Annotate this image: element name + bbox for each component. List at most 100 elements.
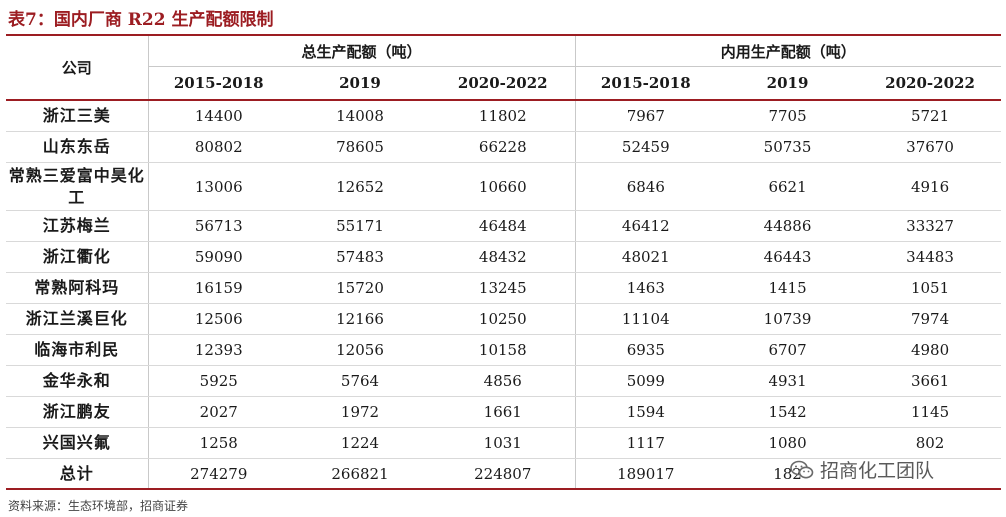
- table-cell: 46412: [574, 210, 717, 242]
- table-row: 兴国兴氟 1258 1224 1031 1117 1080 802: [6, 427, 1002, 459]
- table-cell: 14008: [289, 100, 431, 132]
- table-cell: 66228: [431, 131, 576, 163]
- table-cell: 5925: [147, 365, 289, 397]
- table-row: 山东东岳 80802 78605 66228 52459 50735 37670: [6, 131, 1002, 163]
- period-header: 2019: [289, 66, 431, 101]
- company-name: 金华永和: [6, 365, 148, 397]
- table-cell: 1972: [289, 396, 431, 428]
- group-header-total-quota: 总生产配额（吨）: [147, 34, 576, 67]
- table-cell: 56713: [147, 210, 289, 242]
- table-cell: 1031: [431, 427, 576, 459]
- table-cell: 6707: [716, 334, 860, 366]
- table-row: 常熟阿科玛 16159 15720 13245 1463 1415 1051: [6, 272, 1002, 304]
- table-cell: 10250: [431, 303, 576, 335]
- table-cell: 1145: [859, 396, 1002, 428]
- table-row: 浙江衢化 59090 57483 48432 48021 46443 34483: [6, 241, 1002, 273]
- total-cell: 274279: [147, 458, 289, 490]
- table-cell: 44886: [716, 210, 860, 242]
- table-cell: 52459: [574, 131, 717, 163]
- company-name: 常熟阿科玛: [6, 272, 148, 304]
- company-name: 浙江衢化: [6, 241, 148, 273]
- table-cell: 78605: [289, 131, 431, 163]
- company-name: 临海市利民: [6, 334, 148, 366]
- table-cell: 6935: [574, 334, 717, 366]
- period-header: 2019: [716, 66, 860, 101]
- table-cell: 14400: [147, 100, 289, 132]
- table-cell: 6621: [716, 162, 860, 211]
- table-cell: 5764: [289, 365, 431, 397]
- table-cell: 3661: [859, 365, 1002, 397]
- company-name: 浙江兰溪巨化: [6, 303, 148, 335]
- table-cell: 12506: [147, 303, 289, 335]
- table-cell: 12166: [289, 303, 431, 335]
- column-header-company: 公司: [6, 34, 148, 101]
- table-cell: 12393: [147, 334, 289, 366]
- table-cell: 59090: [147, 241, 289, 273]
- table-cell: 48021: [574, 241, 717, 273]
- table-cell: 4916: [859, 162, 1002, 211]
- table-cell: 15720: [289, 272, 431, 304]
- table-cell: 48432: [431, 241, 576, 273]
- total-label: 总计: [6, 458, 148, 490]
- total-cell: 182: [716, 458, 860, 490]
- table-row: 江苏梅兰 56713 55171 46484 46412 44886 33327: [6, 210, 1002, 242]
- table-cell: 2027: [147, 396, 289, 428]
- table-cell: 11802: [431, 100, 576, 132]
- watermark-text: 招商化工团队: [820, 460, 935, 482]
- table-cell: 1661: [431, 396, 576, 428]
- table-cell: 4980: [859, 334, 1002, 366]
- company-name: 常熟三爱富中昊化工: [6, 162, 148, 211]
- group-header-domestic-quota: 内用生产配额（吨）: [574, 34, 1002, 67]
- table-cell: 7974: [859, 303, 1002, 335]
- table-cell: 10660: [431, 162, 576, 211]
- company-name: 浙江鹏友: [6, 396, 148, 428]
- company-name: 江苏梅兰: [6, 210, 148, 242]
- table-cell: 1080: [716, 427, 860, 459]
- table-cell: 37670: [859, 131, 1002, 163]
- table-cell: 13006: [147, 162, 289, 211]
- table-cell: 12652: [289, 162, 431, 211]
- total-cell: 224807: [431, 458, 576, 490]
- table-row: 浙江鹏友 2027 1972 1661 1594 1542 1145: [6, 396, 1002, 428]
- wechat-icon: [790, 460, 814, 478]
- table-cell: 4931: [716, 365, 860, 397]
- table-cell: 46484: [431, 210, 576, 242]
- table-cell: 11104: [574, 303, 717, 335]
- table-cell: 5721: [859, 100, 1002, 132]
- table-cell: 5099: [574, 365, 717, 397]
- table-cell: 1463: [574, 272, 717, 304]
- table-row: 金华永和 5925 5764 4856 5099 4931 3661: [6, 365, 1002, 397]
- table-cell: 1415: [716, 272, 860, 304]
- period-header: 2020-2022: [859, 66, 1002, 101]
- table-cell: 80802: [147, 131, 289, 163]
- table-cell: 55171: [289, 210, 431, 242]
- total-cell: 266821: [289, 458, 431, 490]
- table-cell: 1258: [147, 427, 289, 459]
- table-row: 浙江三美 14400 14008 11802 7967 7705 5721: [6, 100, 1002, 132]
- table-cell: 46443: [716, 241, 860, 273]
- table-title: 表7：国内厂商 R22 生产配额限制: [8, 10, 274, 30]
- table-row: 临海市利民 12393 12056 10158 6935 6707 4980: [6, 334, 1002, 366]
- watermark: 招商化工团队: [790, 456, 934, 483]
- table-cell: 802: [859, 427, 1002, 459]
- table-cell: 1224: [289, 427, 431, 459]
- table-cell: 4856: [431, 365, 576, 397]
- company-name: 山东东岳: [6, 131, 148, 163]
- table-cell: 7705: [716, 100, 860, 132]
- table-cell: 34483: [859, 241, 1002, 273]
- period-header: 2015-2018: [147, 66, 289, 101]
- table-cell: 16159: [147, 272, 289, 304]
- table-cell: 7967: [574, 100, 717, 132]
- table-cell: 10158: [431, 334, 576, 366]
- total-cell: 189017: [574, 458, 717, 490]
- table-cell: 1594: [574, 396, 717, 428]
- table-row: 浙江兰溪巨化 12506 12166 10250 11104 10739 797…: [6, 303, 1002, 335]
- table-cell: 1542: [716, 396, 860, 428]
- source-note: 资料来源：生态环境部，招商证券: [8, 499, 189, 513]
- table-cell: 12056: [289, 334, 431, 366]
- table-cell: 10739: [716, 303, 860, 335]
- table-cell: 57483: [289, 241, 431, 273]
- table-cell: 6846: [574, 162, 717, 211]
- total-cell: [859, 458, 1002, 490]
- table-cell: 33327: [859, 210, 1002, 242]
